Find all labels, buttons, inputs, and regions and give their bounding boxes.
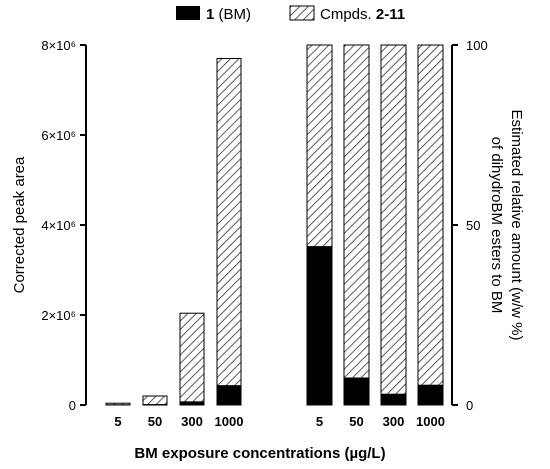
right-bar-bm-50 bbox=[343, 377, 370, 406]
right-bar-cmpds-50 bbox=[343, 44, 370, 379]
left-x-tick-label: 5 bbox=[114, 414, 121, 429]
right-x-tick-label: 300 bbox=[383, 414, 405, 429]
right-bar-bm-1000 bbox=[417, 384, 444, 406]
legend-swatch-bm bbox=[176, 6, 200, 20]
left-y-tick-label: 6×10⁶ bbox=[41, 128, 76, 143]
right-x-tick-label: 50 bbox=[349, 414, 363, 429]
right-y-axis-title-line2: of dihydroBM esters to BM bbox=[488, 137, 505, 314]
left-y-tick-label: 4×10⁶ bbox=[41, 218, 76, 233]
legend: 1 (BM) Cmpds. 2-11 bbox=[176, 5, 405, 23]
left-chart-panel: 0 2×10⁶ 4×10⁶ 6×10⁶ 8×10⁶ 5 50 300 1000 Correct… bbox=[11, 38, 243, 429]
right-x-tick-label: 1000 bbox=[416, 414, 445, 429]
left-x-tick-label: 1000 bbox=[215, 414, 244, 429]
x-axis-title: BM exposure concentrations (µg/L) bbox=[134, 445, 385, 462]
right-y-tick-label: 50 bbox=[466, 218, 480, 233]
right-y-tick-label: 0 bbox=[466, 398, 473, 413]
right-bar-cmpds-1000 bbox=[417, 44, 444, 386]
right-bar-cmpds-300 bbox=[380, 44, 407, 395]
left-bar-bm-1000 bbox=[216, 385, 242, 406]
right-bar-cmpds-5 bbox=[306, 44, 333, 248]
left-y-tick-label: 8×10⁶ bbox=[41, 38, 76, 53]
left-x-tick-label: 50 bbox=[148, 414, 162, 429]
left-bar-cmpds-300 bbox=[179, 312, 205, 403]
left-y-tick-label: 2×10⁶ bbox=[41, 308, 76, 323]
legend-label-cmpds: Cmpds. 2-11 bbox=[320, 6, 405, 23]
right-y-tick-label: 100 bbox=[466, 38, 488, 53]
right-bar-bm-5 bbox=[306, 246, 333, 406]
left-bar-cmpds-1000 bbox=[216, 58, 242, 387]
right-chart-panel: 0 50 100 5 50 300 1000 Estimated relative amo… bbox=[306, 38, 525, 429]
left-bar-cmpds-5 bbox=[105, 402, 131, 406]
legend-swatch-cmpds bbox=[289, 5, 315, 21]
left-y-axis-title: Corrected peak area bbox=[11, 156, 28, 293]
right-x-tick-label: 5 bbox=[316, 414, 323, 429]
right-y-axis-title: Estimated relative amount (w/w %) bbox=[508, 110, 525, 341]
right-bar-bm-300 bbox=[380, 393, 407, 406]
left-y-tick-label: 0 bbox=[69, 398, 76, 413]
left-x-tick-label: 300 bbox=[181, 414, 203, 429]
legend-label-bm: 1 (BM) bbox=[206, 6, 251, 23]
left-bar-cmpds-50 bbox=[142, 395, 168, 406]
